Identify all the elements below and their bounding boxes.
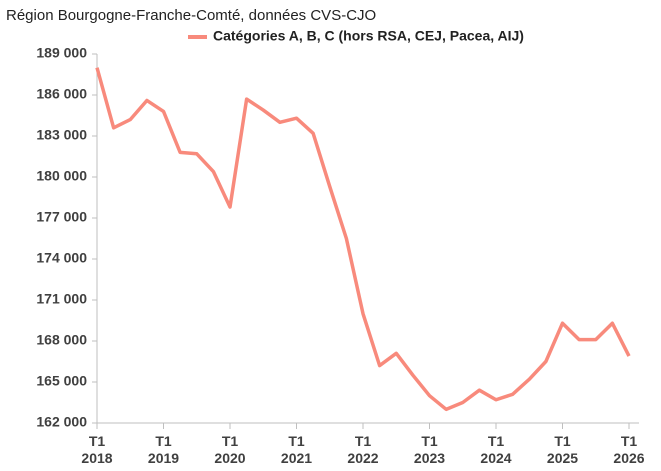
x-tick-label: T1 2024 (480, 433, 512, 466)
x-tick-label: T1 2020 (214, 433, 246, 466)
x-tick-label: T1 2021 (280, 433, 313, 466)
x-tick-label: T1 2025 (546, 433, 579, 466)
y-tick-label: 162 000 (36, 414, 87, 430)
y-tick-label: 174 000 (36, 250, 87, 266)
y-tick-label: 183 000 (36, 127, 87, 143)
y-tick-label: 180 000 (36, 168, 87, 184)
y-tick-label: 186 000 (36, 86, 87, 102)
series-line (95, 67, 631, 412)
y-tick-label: 168 000 (36, 332, 87, 348)
legend-label: Catégories A, B, C (hors RSA, CEJ, Pacea… (213, 28, 524, 44)
x-tick-label: T1 2026 (613, 433, 645, 466)
x-tick-label: T1 2023 (413, 433, 446, 466)
y-tick-label: 189 000 (36, 45, 87, 61)
x-tick-label: T1 2019 (147, 433, 180, 466)
chart-title: Région Bourgogne-Franche-Comté, données … (6, 7, 376, 24)
y-tick-label: 171 000 (36, 291, 87, 307)
x-tick-label: T1 2022 (347, 433, 379, 466)
y-tick-label: 165 000 (36, 373, 87, 389)
y-tick-label: 177 000 (36, 209, 87, 225)
x-tick-label: T1 2018 (81, 433, 113, 466)
